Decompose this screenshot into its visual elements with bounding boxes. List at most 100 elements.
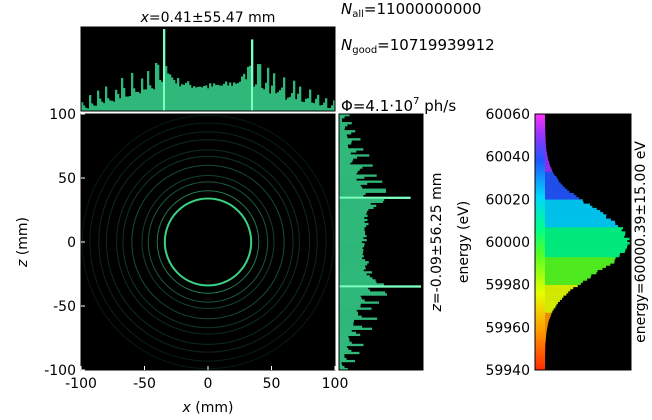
top-histogram-bar [333, 100, 336, 111]
top-histogram-bar [97, 90, 100, 111]
energy-tick-label: 59980 [485, 278, 530, 294]
top-histogram-bar [209, 83, 212, 111]
top-histogram-bar [177, 78, 180, 111]
top-histogram-bar [153, 89, 156, 111]
energy-histogram-bar [545, 175, 557, 179]
side-histogram-bar [339, 313, 358, 316]
y-tick-label: 0 [67, 235, 76, 251]
side-histogram-bar [339, 317, 378, 320]
top-histogram-bar [141, 78, 144, 111]
energy-histogram-bar [545, 222, 616, 226]
top-histogram-bar [253, 86, 256, 111]
side-histogram-bar [339, 134, 347, 137]
energy-tick-label: 60000 [485, 235, 530, 251]
side-histogram-bar [339, 202, 371, 206]
side-histogram-bar [339, 146, 349, 149]
side-histogram-bar [339, 267, 366, 270]
top-histogram-bar [199, 86, 202, 111]
top-histogram-bar [139, 93, 142, 111]
top-histogram-bar [147, 71, 150, 111]
side-histogram-bar [339, 198, 385, 201]
top-histogram-bar [267, 67, 270, 111]
top-histogram-bar [301, 101, 304, 111]
energy-histogram-bar [545, 139, 546, 143]
energy-histogram-bar [545, 201, 584, 204]
top-histogram-bar [271, 85, 274, 111]
side-histogram-bar [339, 299, 365, 302]
side-histogram-bar [339, 353, 345, 357]
energy-histogram-bar [545, 195, 577, 198]
side-histogram-bar [339, 315, 362, 318]
top-histogram-bar [123, 87, 126, 111]
energy-colorbar [535, 114, 545, 370]
top-histogram-bar [101, 101, 104, 111]
top-histogram-bar [303, 102, 306, 111]
energy-histogram-bar [545, 329, 547, 332]
top-histogram-bar [183, 84, 186, 111]
top-histogram-bar [241, 76, 244, 111]
energy-histogram-bar [545, 227, 623, 230]
side-histogram-bar [339, 309, 357, 312]
energy-histogram-bar [545, 271, 597, 275]
x-tick-label: -100 [65, 376, 97, 392]
side-histogram-bar [339, 271, 372, 274]
energy-histogram-bar [545, 165, 551, 168]
side-histogram-bar [339, 240, 362, 244]
energy-tick-label: 60060 [485, 107, 530, 123]
side-histogram-bar [339, 367, 348, 371]
side-histogram-bar [339, 243, 365, 246]
top-histogram-bar [189, 84, 192, 111]
ring-0 [163, 197, 253, 287]
energy-histogram-bar [545, 186, 565, 189]
top-histogram-bar [211, 86, 214, 111]
energy-histogram-bar [545, 280, 584, 283]
side-histogram-bar [339, 204, 377, 208]
side-histogram-bar [339, 192, 366, 195]
energy-histogram-bar [545, 216, 607, 219]
top-histogram-bar [143, 89, 146, 111]
x-tick-label: 100 [322, 376, 349, 392]
side-histogram-bar [339, 359, 355, 363]
top-histogram-bar [201, 87, 204, 111]
energy-histogram-bar [545, 148, 547, 151]
side-histogram-bar [339, 279, 376, 282]
top-histogram: x=0.41±55.47 mm [80, 10, 336, 112]
side-histogram-bar [339, 255, 364, 258]
top-histogram-bar [229, 82, 232, 111]
side-histogram-bar [339, 116, 345, 119]
top-histogram-bar [275, 93, 278, 111]
top-histogram-bar [165, 66, 168, 111]
energy-histogram-bar [545, 197, 580, 200]
ring-3 [141, 174, 275, 310]
x-tick-label: -50 [133, 376, 156, 392]
energy-histogram-bar [545, 239, 628, 243]
y-tick-label: 100 [49, 107, 76, 123]
top-histogram-bar [257, 64, 260, 111]
top-histogram-bar [281, 87, 284, 111]
energy-histogram-bar [545, 295, 564, 298]
top-histogram-bar [235, 83, 238, 111]
energy-histogram-bar [545, 154, 548, 157]
side-histogram-bar [339, 132, 352, 135]
side-histogram-bar [339, 122, 352, 125]
top-histogram-bar [87, 108, 90, 111]
side-histogram-bar [339, 297, 362, 300]
ring-9 [89, 122, 327, 362]
energy-histogram-bar [545, 178, 558, 181]
energy-histogram-bar [545, 180, 559, 183]
top-histogram-bar [323, 102, 326, 111]
side-histogram-bar [339, 214, 368, 218]
stats-block: Nall=11000000000 Ngood=10719939912 Φ=4.1… [341, 0, 495, 115]
energy-histogram-bar [545, 188, 568, 192]
energy-histogram-bar [545, 303, 557, 307]
side-histogram-bar [339, 130, 356, 133]
side-histogram-bar [339, 164, 373, 167]
energy-histogram-bar [545, 323, 548, 326]
side-histogram-bar [339, 351, 360, 355]
top-histogram-bar [285, 99, 288, 111]
energy-histogram-bar [545, 212, 604, 215]
top-histogram-bar [327, 107, 330, 111]
energy-histogram-bar [545, 169, 553, 172]
top-histogram-bar [283, 77, 286, 111]
n-all-stat: Nall=11000000000 [341, 0, 481, 20]
